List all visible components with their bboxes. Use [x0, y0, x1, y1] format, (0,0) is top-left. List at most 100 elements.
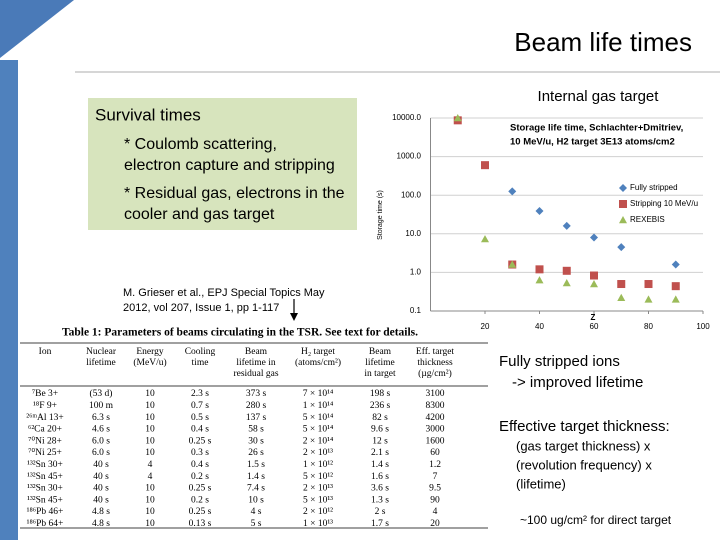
table-cell: 40 s	[93, 460, 109, 470]
table-cell: 280 s	[246, 401, 267, 411]
table-cell: 60	[430, 448, 440, 458]
table-cell: ¹³²Sn 30+	[27, 460, 63, 470]
table-header: Nuclear	[86, 347, 117, 357]
table-cell: ⁷⁰Ni 25+	[28, 447, 62, 458]
table-cell: 26 s	[248, 448, 264, 458]
table-cell: 4	[148, 460, 153, 470]
data-point	[644, 295, 653, 303]
table-cell: 1 × 10¹²	[303, 460, 333, 470]
legend-label: Fully stripped	[630, 183, 678, 192]
table-cell: 1.7 s	[371, 519, 389, 529]
table-cell: 373 s	[246, 389, 267, 399]
table-cell: 5 × 10¹³	[303, 495, 333, 505]
data-point	[671, 260, 680, 269]
table-cell: 1.4 s	[247, 472, 265, 482]
table-cell: ⁷⁰Ni 28+	[28, 435, 62, 446]
table-cell: 0.25 s	[189, 507, 212, 517]
data-point	[590, 271, 598, 280]
data-point	[535, 206, 544, 215]
table-header: residual gas	[233, 369, 278, 379]
x-tick-label: 80	[644, 322, 653, 331]
legend-label: Stripping 10 MeV/u	[630, 199, 698, 208]
note-line: Fully stripped ions	[499, 353, 620, 370]
table-cell: 10	[145, 436, 155, 446]
data-point	[508, 187, 517, 196]
table-header: in target	[364, 369, 396, 379]
table-background	[18, 322, 492, 538]
data-point	[481, 161, 489, 170]
table-header: lifetime in	[236, 357, 276, 368]
data-point	[453, 114, 462, 122]
table-cell: ¹⁸⁶Pb 46+	[27, 507, 64, 517]
chart-heading: Internal gas target	[538, 88, 660, 105]
table-cell: 2 s	[375, 507, 386, 517]
legend-label: REXEBIS	[630, 215, 665, 224]
table-cell: 7 × 10¹⁴	[303, 389, 334, 399]
data-point	[535, 265, 544, 274]
table-cell: 236 s	[370, 401, 391, 411]
table-header: (atoms/cm²)	[295, 357, 341, 368]
table-cell: 9.5	[429, 484, 441, 494]
data-point	[617, 293, 626, 301]
table-cell: 0.13 s	[189, 519, 212, 529]
table-cell: ¹³²Sn 45+	[27, 472, 63, 482]
table-header: H₂ target	[301, 347, 335, 357]
legend-marker	[619, 200, 627, 208]
table-cell: 1.3 s	[371, 495, 389, 505]
table-cell: 40 s	[93, 484, 109, 494]
table-cell: 10	[145, 495, 155, 505]
box-heading: Survival times	[95, 105, 201, 124]
table-cell: 3000	[426, 425, 445, 435]
content: * Coulomb scattering, electron capture an…	[20, 113, 710, 529]
reference-line: M. Grieser et al., EPJ Special Topics Ma…	[123, 287, 325, 299]
data-point	[590, 233, 598, 242]
table-cell: 90	[430, 495, 440, 505]
arrow-head	[290, 313, 298, 321]
slide-title: Beam life times	[514, 27, 692, 57]
data-point	[508, 260, 517, 268]
note-heading: Effective target thickness:	[499, 418, 670, 435]
table-cell: 2 × 10¹²	[303, 507, 333, 517]
table-cell: 0.25 s	[189, 436, 212, 446]
table-cell: 10	[145, 389, 155, 399]
table-header: Ion	[39, 347, 52, 357]
table-header: Energy	[136, 347, 164, 357]
table-cell: ⁶²Ca 20+	[28, 425, 62, 435]
table-cell: 0.2 s	[191, 472, 209, 482]
note-line: (revolution frequency) x	[516, 457, 652, 472]
data-point	[671, 295, 680, 303]
table-cell: ¹⁸F 9+	[33, 401, 57, 411]
table-cell: 1 × 10¹⁴	[303, 401, 334, 411]
table-cell: 0.4 s	[191, 460, 209, 470]
table-cell: 10	[145, 401, 155, 411]
table-cell: 5 × 10¹⁴	[303, 413, 334, 423]
table-cell: 4	[433, 507, 438, 517]
table-cell: 10 s	[248, 495, 264, 505]
chart-annotation: 10 MeV/u, H2 target 3E13 atoms/cm2	[510, 137, 675, 148]
x-tick-label: 20	[481, 322, 490, 331]
table-cell: 2.3 s	[191, 389, 209, 399]
note-footnote: ~100 ug/cm² for direct target	[520, 513, 672, 527]
table-cell: (53 d)	[90, 388, 113, 399]
table-cell: 3.6 s	[371, 484, 389, 494]
bullet-line: electron capture and stripping	[124, 157, 335, 174]
table-header: Beam	[245, 347, 268, 357]
table-cell: 40 s	[93, 495, 109, 505]
bullet-line: * Residual gas, electrons in the	[124, 185, 345, 202]
y-axis-label: Storage time (s)	[377, 190, 384, 240]
bullet-line: cooler and gas target	[124, 206, 275, 223]
table-cell: 100 m	[89, 401, 114, 411]
table-cell: 40 s	[93, 472, 109, 482]
table-cell: ¹³²Sn 45+	[27, 495, 63, 505]
table-cell: 198 s	[370, 389, 391, 399]
chart-annotation: Storage life time, Schlachter+Dmitriev,	[510, 123, 683, 134]
table-cell: 0.5 s	[191, 413, 209, 423]
table-cell: 6.0 s	[92, 436, 110, 446]
data-point	[617, 243, 626, 252]
table-header: thickness	[417, 358, 453, 368]
table-cell: 4	[148, 472, 153, 482]
side-strip	[0, 60, 18, 540]
table-caption: Table 1: Parameters of beams circulating…	[62, 327, 418, 339]
y-tick-label: 10000.0	[392, 113, 421, 122]
